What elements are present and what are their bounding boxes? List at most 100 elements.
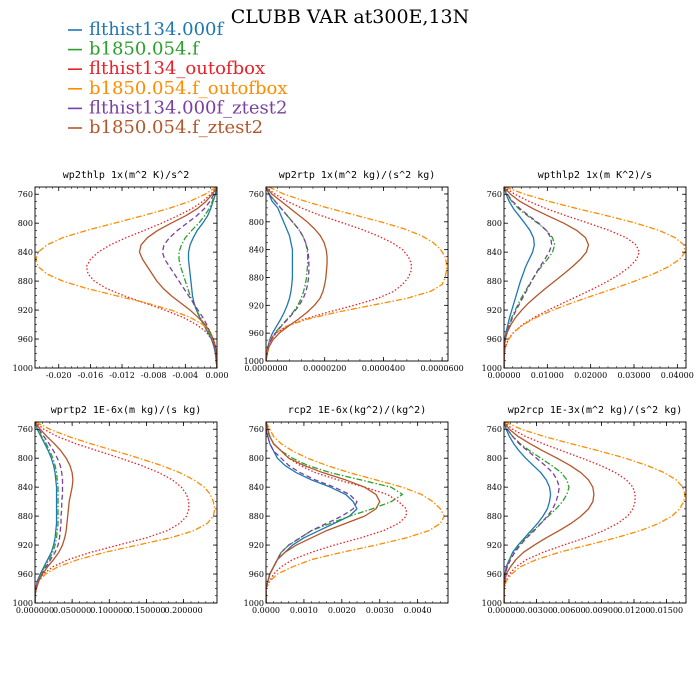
series-line-b1850-054-f-outofbox [266,422,445,603]
series-line-b1850-054-f-ztest2 [266,422,381,603]
x-tick-label: 0.0020 [328,606,356,615]
series-line-flthist134-outofbox [504,187,640,368]
x-tick-label: 0.01500 [650,606,683,615]
x-tick-label: 0.000000 [16,606,54,615]
y-tick-label: 960 [18,335,33,344]
y-tick-label: 800 [249,218,264,227]
x-tick-label: 0.0030 [366,606,394,615]
series-line-flthist134-000f-ztest2 [266,422,358,603]
y-tick-label: 960 [249,570,264,579]
series-line-b1850-054-f [35,422,59,603]
x-tick-label: 0.050000 [53,606,91,615]
plot-frame [34,421,218,604]
legend: flthist134.000fb1850.054.fflthist134_out… [68,19,287,138]
y-tick-label: 880 [18,512,33,521]
y-tick-label: 880 [18,277,33,286]
x-tick-label: 0.100000 [90,606,128,615]
y-tick-label: 920 [487,306,502,315]
x-tick-label: 0.0040 [404,606,432,615]
plot-frame [34,186,218,369]
y-tick-label: 920 [18,541,33,550]
series-line-b1850-054-f-ztest2 [266,187,328,361]
series-line-b1850-054-f-ztest2 [35,422,74,603]
panel-title: wprtp2 1E-6x(m kg)/(s kg) [51,405,202,416]
legend-label: flthist134_outofbox [89,58,265,79]
series-line-flthist134-000f [504,422,552,603]
y-tick-label: 800 [249,454,264,463]
x-tick-label: -0.020 [46,371,72,380]
series-line-flthist134-000f-ztest2 [504,422,560,603]
panel-title: rcp2 1E-6x(kg^2)/(kg^2) [288,405,426,416]
series-group [504,187,686,368]
x-tick-label: 0.0000000 [244,364,287,373]
y-tick-label: 760 [249,190,264,199]
x-tick-label: 0.00300 [520,606,553,615]
x-tick-label: -0.016 [78,371,104,380]
series-line-b1850-054-f-outofbox [266,187,448,361]
y-tick-label: 840 [18,483,33,492]
legend-label: b1850.054.f_ztest2 [89,117,263,138]
y-tick-label: 920 [18,306,33,315]
y-tick-label: 1000 [244,599,264,608]
series-line-flthist134-000f [35,422,58,603]
x-tick-label: 0.00000 [487,606,520,615]
y-tick-label: 760 [487,425,502,434]
legend-label: flthist134.000f [89,19,224,40]
x-tick-label: 0.01200 [617,606,650,615]
series-line-b1850-054-f-outofbox [504,187,686,368]
series-line-flthist134-000f [266,187,294,361]
y-tick-label: 960 [487,570,502,579]
y-tick-label: 760 [18,425,33,434]
y-tick-label: 840 [487,483,502,492]
y-tick-label: 920 [487,541,502,550]
series-line-flthist134-000f [187,187,217,368]
x-tick-label: 0.0000200 [303,364,346,373]
series-group [35,422,216,603]
series-group [266,187,448,361]
x-tick-label: 0.03000 [617,371,650,380]
chart-panel-3: wpthlp2 1x(m K^2)/s 760 800 840 880 920 960 100… [482,170,694,380]
plot-frame [503,186,687,369]
x-tick-label: -0.008 [141,371,167,380]
y-tick-label: 960 [487,335,502,344]
y-tick-label: 1000 [13,599,33,608]
x-tick-label: 0.0000400 [362,364,405,373]
panel-title: wp2rtp 1x(m^2 kg)/(s^2 kg) [279,170,436,181]
legend-entry-b1850-054-f: b1850.054.f [68,39,200,60]
chart-panel-2: wp2rtp 1x(m^2 kg)/(s^2 kg) 760 800 840 880 92… [244,170,464,373]
figure-title: CLUBB VAR at300E,13N [231,6,470,28]
legend-entry-flthist134-000f-ztest2: flthist134.000f_ztest2 [68,97,287,118]
x-tick-label: 0.200000 [164,606,202,615]
chart-panels: wp2thlp 1x(m^2 K)/s^2 760 800 840 880 920 960 1… [13,170,694,615]
series-group [266,422,445,603]
series-line-b1850-054-f-outofbox [504,422,686,603]
y-tick-label: 840 [18,248,33,257]
y-tick-label: 880 [487,277,502,286]
series-line-flthist134-outofbox [35,422,190,603]
legend-entry-flthist134-000f: flthist134.000f [68,19,224,40]
chart-panel-4: wprtp2 1E-6x(m kg)/(s kg) 760 800 840 880 920… [13,405,218,615]
y-tick-label: 920 [249,301,264,310]
y-tick-label: 1000 [482,364,502,373]
series-group [35,187,217,368]
x-tick-label: 0.00600 [552,606,585,615]
plot-frame [265,186,449,362]
y-tick-label: 760 [249,425,264,434]
y-tick-label: 880 [249,512,264,521]
series-line-b1850-054-f-ztest2 [504,187,590,368]
legend-label: b1850.054.f [89,39,200,60]
y-tick-label: 800 [18,454,33,463]
legend-entry-b1850-054-f-outofbox: b1850.054.f_outofbox [68,78,287,99]
series-line-b1850-054-f-outofbox [35,422,216,603]
x-tick-label: 0.0010 [290,606,318,615]
x-tick-label: 0.000 [206,371,229,380]
x-tick-label: 0.00000 [487,371,520,380]
series-line-b1850-054-f [178,187,217,368]
series-line-flthist134-000f-ztest2 [266,187,310,361]
y-tick-label: 760 [18,190,33,199]
x-tick-label: 0.01000 [531,371,564,380]
y-tick-label: 1000 [482,599,502,608]
legend-label: flthist134.000f_ztest2 [89,97,287,118]
